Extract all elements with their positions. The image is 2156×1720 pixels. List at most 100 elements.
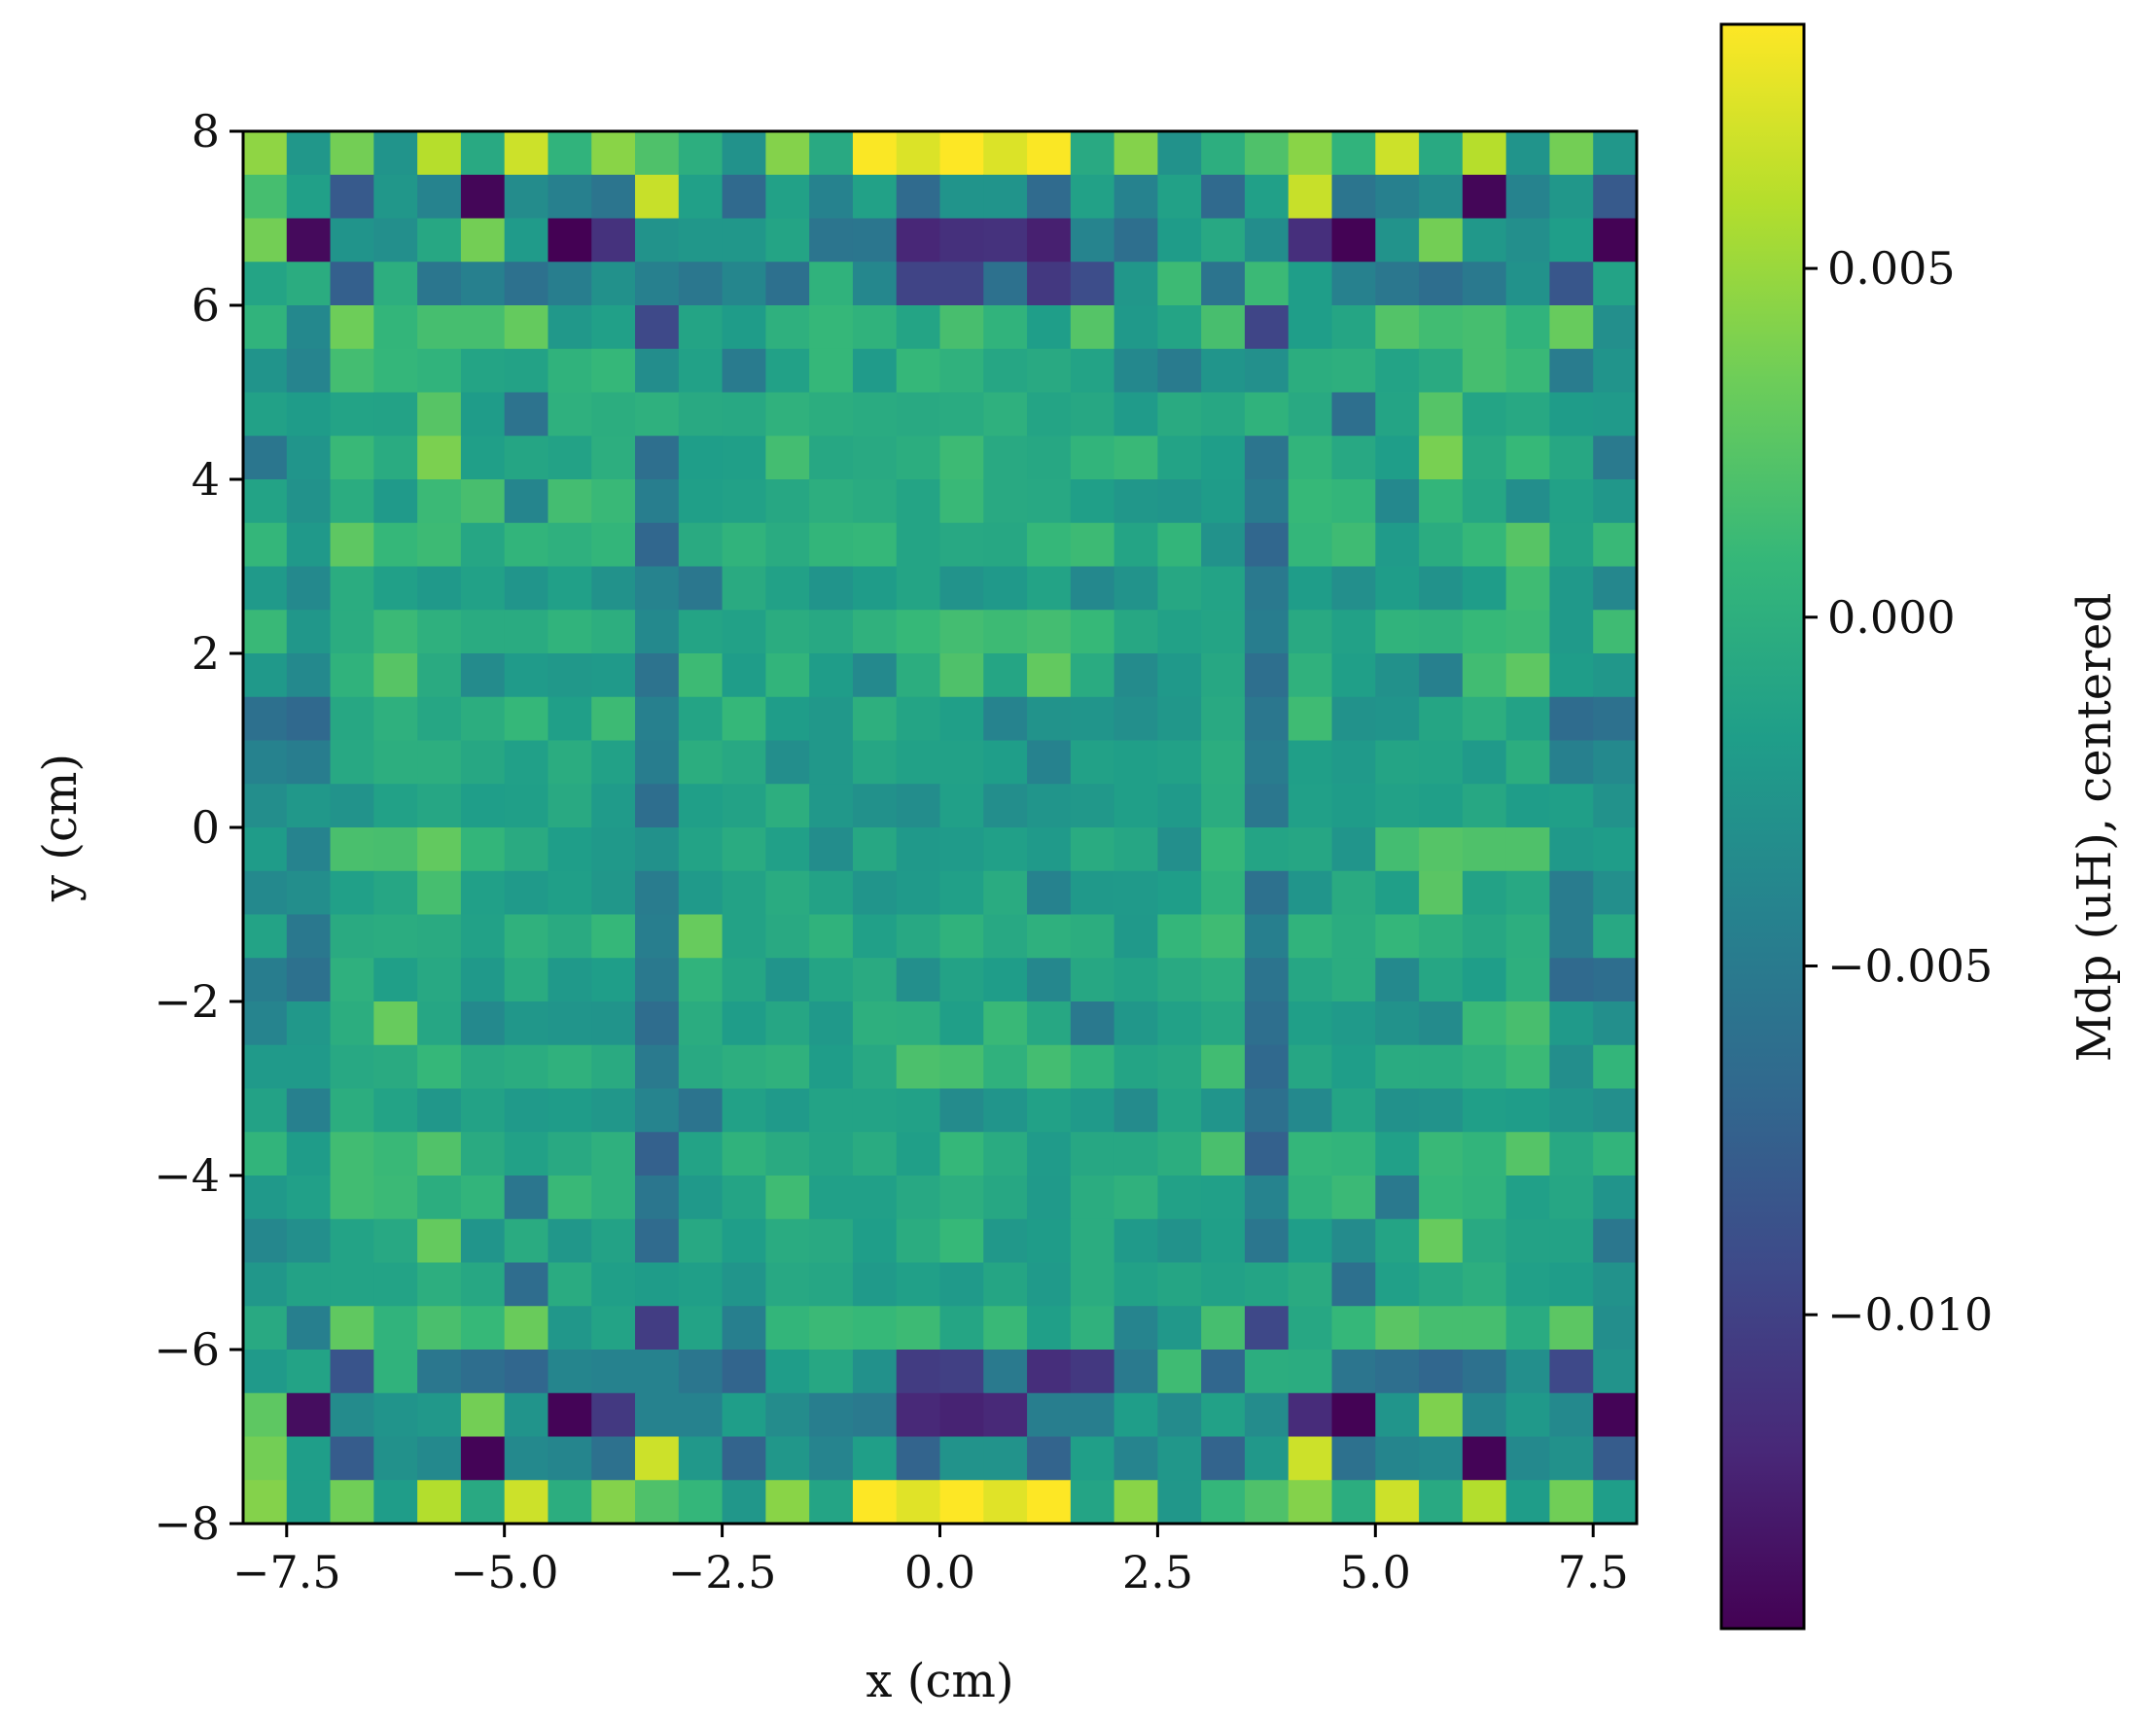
heatmap-cell bbox=[504, 479, 549, 524]
heatmap-cell bbox=[1201, 1392, 1246, 1438]
heatmap-cell bbox=[1549, 1218, 1594, 1264]
heatmap-cell bbox=[1244, 610, 1290, 654]
heatmap-cell bbox=[1549, 218, 1594, 263]
heatmap-cell bbox=[1113, 784, 1159, 828]
heatmap-cell bbox=[1070, 1088, 1115, 1133]
heatmap-cell bbox=[286, 1392, 332, 1438]
heatmap-cell bbox=[417, 1350, 462, 1394]
heatmap-cell bbox=[591, 479, 636, 524]
heatmap-cell bbox=[809, 392, 854, 437]
heatmap-cell bbox=[1070, 218, 1115, 263]
heatmap-cell bbox=[983, 1044, 1028, 1090]
heatmap-cell bbox=[765, 1262, 810, 1307]
heatmap-cell bbox=[1027, 958, 1072, 1002]
heatmap-cell bbox=[722, 262, 766, 306]
heatmap-cell bbox=[852, 479, 898, 524]
heatmap-cell bbox=[983, 696, 1028, 742]
heatmap-cell bbox=[896, 958, 941, 1002]
heatmap-cell bbox=[1157, 348, 1202, 394]
heatmap-cell bbox=[1070, 1001, 1115, 1046]
heatmap-cell bbox=[591, 740, 636, 785]
heatmap-cell bbox=[939, 653, 984, 698]
heatmap-cell bbox=[504, 1350, 549, 1394]
heatmap-cell bbox=[1027, 305, 1072, 350]
heatmap-cell bbox=[939, 1436, 984, 1481]
heatmap-cell bbox=[460, 348, 506, 394]
heatmap-cell bbox=[1113, 305, 1159, 350]
heatmap-cell bbox=[243, 522, 288, 568]
heatmap-cell bbox=[330, 696, 374, 742]
heatmap-cell bbox=[1419, 784, 1464, 828]
heatmap-cell bbox=[939, 958, 984, 1002]
heatmap-cell bbox=[1331, 1350, 1376, 1394]
heatmap-cell bbox=[1244, 262, 1290, 306]
heatmap-cell bbox=[1157, 870, 1202, 916]
heatmap-cell bbox=[722, 1088, 766, 1133]
heatmap-cell bbox=[852, 262, 898, 306]
heatmap-cell bbox=[678, 1001, 724, 1046]
heatmap-cell bbox=[460, 218, 506, 263]
heatmap-cell bbox=[809, 610, 854, 654]
heatmap-cell bbox=[548, 784, 592, 828]
heatmap-cell bbox=[1549, 1392, 1594, 1438]
heatmap-cell bbox=[678, 305, 724, 350]
heatmap-cell bbox=[417, 305, 462, 350]
heatmap-cell bbox=[1244, 1001, 1290, 1046]
heatmap-cell bbox=[809, 436, 854, 480]
heatmap-cell bbox=[1201, 436, 1246, 480]
heatmap-cell bbox=[243, 566, 288, 611]
heatmap-cell bbox=[1419, 827, 1464, 872]
heatmap-cell bbox=[1505, 784, 1551, 828]
heatmap-cell bbox=[1593, 131, 1638, 176]
heatmap-cell bbox=[852, 740, 898, 785]
x-tick-label: 7.5 bbox=[1558, 1546, 1629, 1598]
heatmap-cell bbox=[591, 436, 636, 480]
heatmap-cell bbox=[1113, 1392, 1159, 1438]
heatmap-cell bbox=[417, 610, 462, 654]
heatmap-cell bbox=[504, 1262, 549, 1307]
heatmap-cell bbox=[722, 1436, 766, 1481]
heatmap-cell bbox=[1462, 479, 1507, 524]
heatmap-cell bbox=[1505, 1044, 1551, 1090]
heatmap-cell bbox=[417, 696, 462, 742]
heatmap-cell bbox=[896, 1044, 941, 1090]
heatmap-cell bbox=[896, 827, 941, 872]
heatmap-cell bbox=[243, 392, 288, 437]
heatmap-cell bbox=[1027, 1132, 1072, 1176]
heatmap-cell bbox=[286, 566, 332, 611]
heatmap-cell bbox=[939, 436, 984, 480]
heatmap-cell bbox=[286, 1132, 332, 1176]
heatmap-cell bbox=[939, 131, 984, 176]
heatmap-cell bbox=[460, 392, 506, 437]
heatmap-cell bbox=[243, 1218, 288, 1264]
heatmap-cell bbox=[678, 610, 724, 654]
heatmap-cell bbox=[1113, 1306, 1159, 1351]
heatmap-cell bbox=[548, 1132, 592, 1176]
heatmap-cell bbox=[678, 1480, 724, 1525]
heatmap-cell bbox=[591, 392, 636, 437]
heatmap-cell bbox=[1593, 1306, 1638, 1351]
heatmap-cell bbox=[504, 1088, 549, 1133]
heatmap-cell bbox=[1331, 1436, 1376, 1481]
heatmap-cell bbox=[1288, 1436, 1333, 1481]
heatmap-cell bbox=[635, 1392, 680, 1438]
heatmap-cell bbox=[1419, 610, 1464, 654]
heatmap-cell bbox=[983, 1480, 1028, 1525]
heatmap-cell bbox=[896, 1132, 941, 1176]
heatmap-cell bbox=[852, 1262, 898, 1307]
heatmap-cell bbox=[852, 1306, 898, 1351]
heatmap-cell bbox=[286, 870, 332, 916]
heatmap-cell bbox=[417, 784, 462, 828]
heatmap-cell bbox=[809, 696, 854, 742]
heatmap-cell bbox=[678, 566, 724, 611]
heatmap-cell bbox=[1288, 522, 1333, 568]
heatmap-cell bbox=[1244, 348, 1290, 394]
heatmap-cell bbox=[1201, 610, 1246, 654]
heatmap-cell bbox=[983, 958, 1028, 1002]
heatmap-cell bbox=[896, 131, 941, 176]
heatmap-cell bbox=[591, 1350, 636, 1394]
heatmap-cell bbox=[678, 348, 724, 394]
heatmap-cell bbox=[1505, 1480, 1551, 1525]
heatmap-cell bbox=[417, 1132, 462, 1176]
